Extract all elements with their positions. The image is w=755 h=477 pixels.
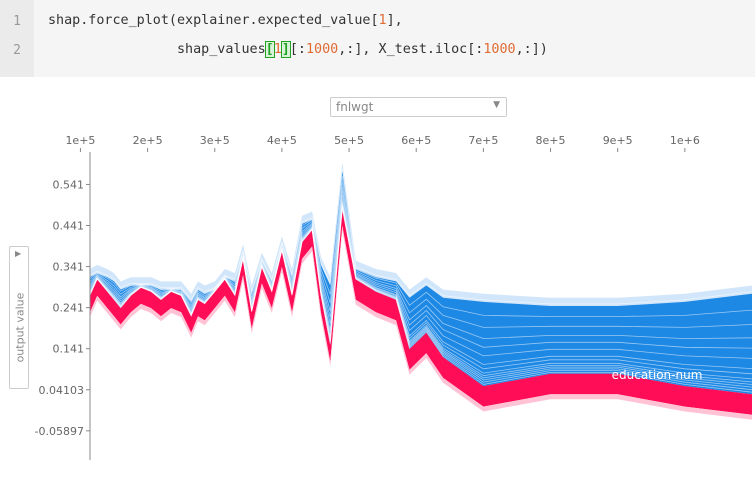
chevron-right-icon: ▶ [15,249,22,258]
y-tick-label: 0.04103 [39,384,85,397]
chevron-down-icon: ▼ [493,100,500,110]
line-number: 1 [13,14,21,29]
y-tick-label: 0.241 [53,302,85,315]
y-tick-label: 0.141 [53,343,85,356]
code-text: ], [386,13,403,28]
matched-bracket: [ [264,41,275,58]
x-tick-label: 4e+5 [267,134,297,147]
negative-effect-area [90,164,752,395]
x-axis: 1e+5 2e+5 3e+5 4e+5 5e+5 6e+5 7e+5 8e+5 9e+5 1e+6 [65,134,700,152]
feature-boundary-line [89,168,753,305]
code-number: 1000 [483,42,516,57]
x-tick-label: 6e+5 [401,134,431,147]
y-axis: 0.541 0.441 0.341 0.241 0.141 0.04103 -0.05897 [35,152,91,460]
code-text: ,:]) [515,42,548,57]
line-number-gutter: 1 2 [0,0,34,77]
x-feature-value: fnlwgt [336,100,374,114]
x-tick-label: 2e+5 [133,134,163,147]
x-tick-label: 3e+5 [200,134,230,147]
code-text: shap_values [48,42,266,57]
feature-annotation: education-num [612,368,703,382]
x-tick-label: 9e+5 [603,134,633,147]
x-tick-label: 1e+6 [670,134,700,147]
x-tick-label: 5e+5 [334,134,364,147]
y-tick-label: 0.341 [53,261,85,274]
matched-bracket: ] [280,41,291,58]
code-cell[interactable]: 1 2 shap.force_plot(explainer.expected_v… [0,0,755,77]
positive-effect-area [90,209,752,415]
y-axis-select[interactable]: ▶ output value [9,246,29,389]
line-number: 2 [13,43,21,58]
code-number: 1 [378,13,387,28]
y-tick-label: 0.441 [53,220,85,233]
x-tick-label: 7e+5 [468,134,498,147]
x-tick-label: 8e+5 [536,134,566,147]
code-line-2[interactable]: shap_values[1][:1000,:], X_test.iloc[:10… [48,41,548,58]
code-text: [: [289,42,306,57]
y-tick-label: -0.05897 [35,425,84,438]
y-tick-label: 0.541 [53,178,85,191]
code-number: 1 [273,42,282,57]
code-line-1[interactable]: shap.force_plot(explainer.expected_value… [48,13,403,28]
code-text: ,:], X_test.iloc[: [338,42,484,57]
code-number: 1000 [305,42,339,57]
code-text: shap.force_plot(explainer.expected_value… [48,13,379,28]
x-tick-label: 1e+5 [65,134,95,147]
negative-edge-band [90,162,752,306]
x-feature-select[interactable]: fnlwgt ▼ [330,97,507,117]
